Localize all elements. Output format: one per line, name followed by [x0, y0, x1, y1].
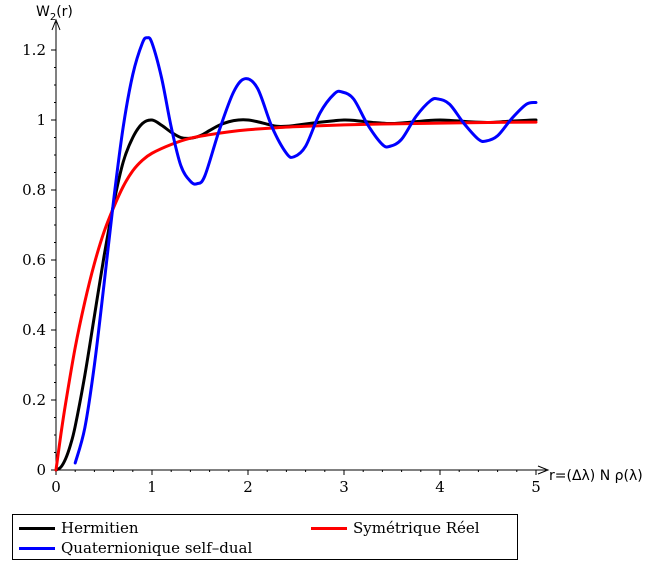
legend-swatch-quaternionique	[19, 546, 55, 550]
x-tick-label: 2	[243, 478, 253, 496]
axes: 0 0.2 0.4 0.6 0.8 1 1.2 0 1 2 3 4 5	[22, 18, 550, 496]
x-tick-label: 0	[51, 478, 61, 496]
x-axis-label: r=(Δλ) N ρ(λ)	[549, 468, 643, 484]
x-tick-label: 4	[435, 478, 445, 496]
y-tick-label: 0.2	[22, 391, 46, 409]
y-tick-label: 1	[36, 111, 46, 129]
series-line-hermitien	[54, 118, 538, 472]
line-chart: 0 0.2 0.4 0.6 0.8 1 1.2 0 1 2 3 4 5 W2(r) r=(Δλ) N ρ…	[22, 4, 643, 496]
series-layer	[54, 36, 538, 472]
y-tick-label: 1.2	[22, 41, 46, 59]
legend-swatch-hermitien	[19, 526, 55, 530]
legend-entry-quaternionique: Quaternionique self–dual	[19, 538, 252, 558]
y-axis-label: W2(r)	[36, 4, 73, 23]
x-tick-label: 3	[339, 478, 349, 496]
x-tick-label: 1	[147, 478, 157, 496]
y-tick-label: 0.6	[22, 251, 46, 269]
legend-label-hermitien: Hermitien	[61, 519, 139, 537]
y-tick-label: 0	[36, 461, 46, 479]
legend-label-quaternionique: Quaternionique self–dual	[61, 539, 253, 557]
series-line-quaternionique	[73, 36, 538, 465]
y-axis-arrow	[51, 18, 61, 31]
legend-swatch-symetrique-reel	[311, 526, 347, 530]
x-tick-label: 5	[531, 478, 541, 496]
legend-entry-symetrique-reel: Symétrique Réel	[311, 518, 480, 538]
y-tick-label: 0.4	[22, 321, 46, 339]
series-line-symetrique-reel	[54, 120, 538, 472]
legend-label-symetrique-reel: Symétrique Réel	[353, 519, 480, 537]
y-tick-label: 0.8	[22, 181, 46, 199]
legend: Hermitien Symétrique Réel Quaternionique…	[12, 514, 518, 560]
legend-entry-hermitien: Hermitien	[19, 518, 139, 538]
x-axis-arrow	[537, 465, 550, 475]
